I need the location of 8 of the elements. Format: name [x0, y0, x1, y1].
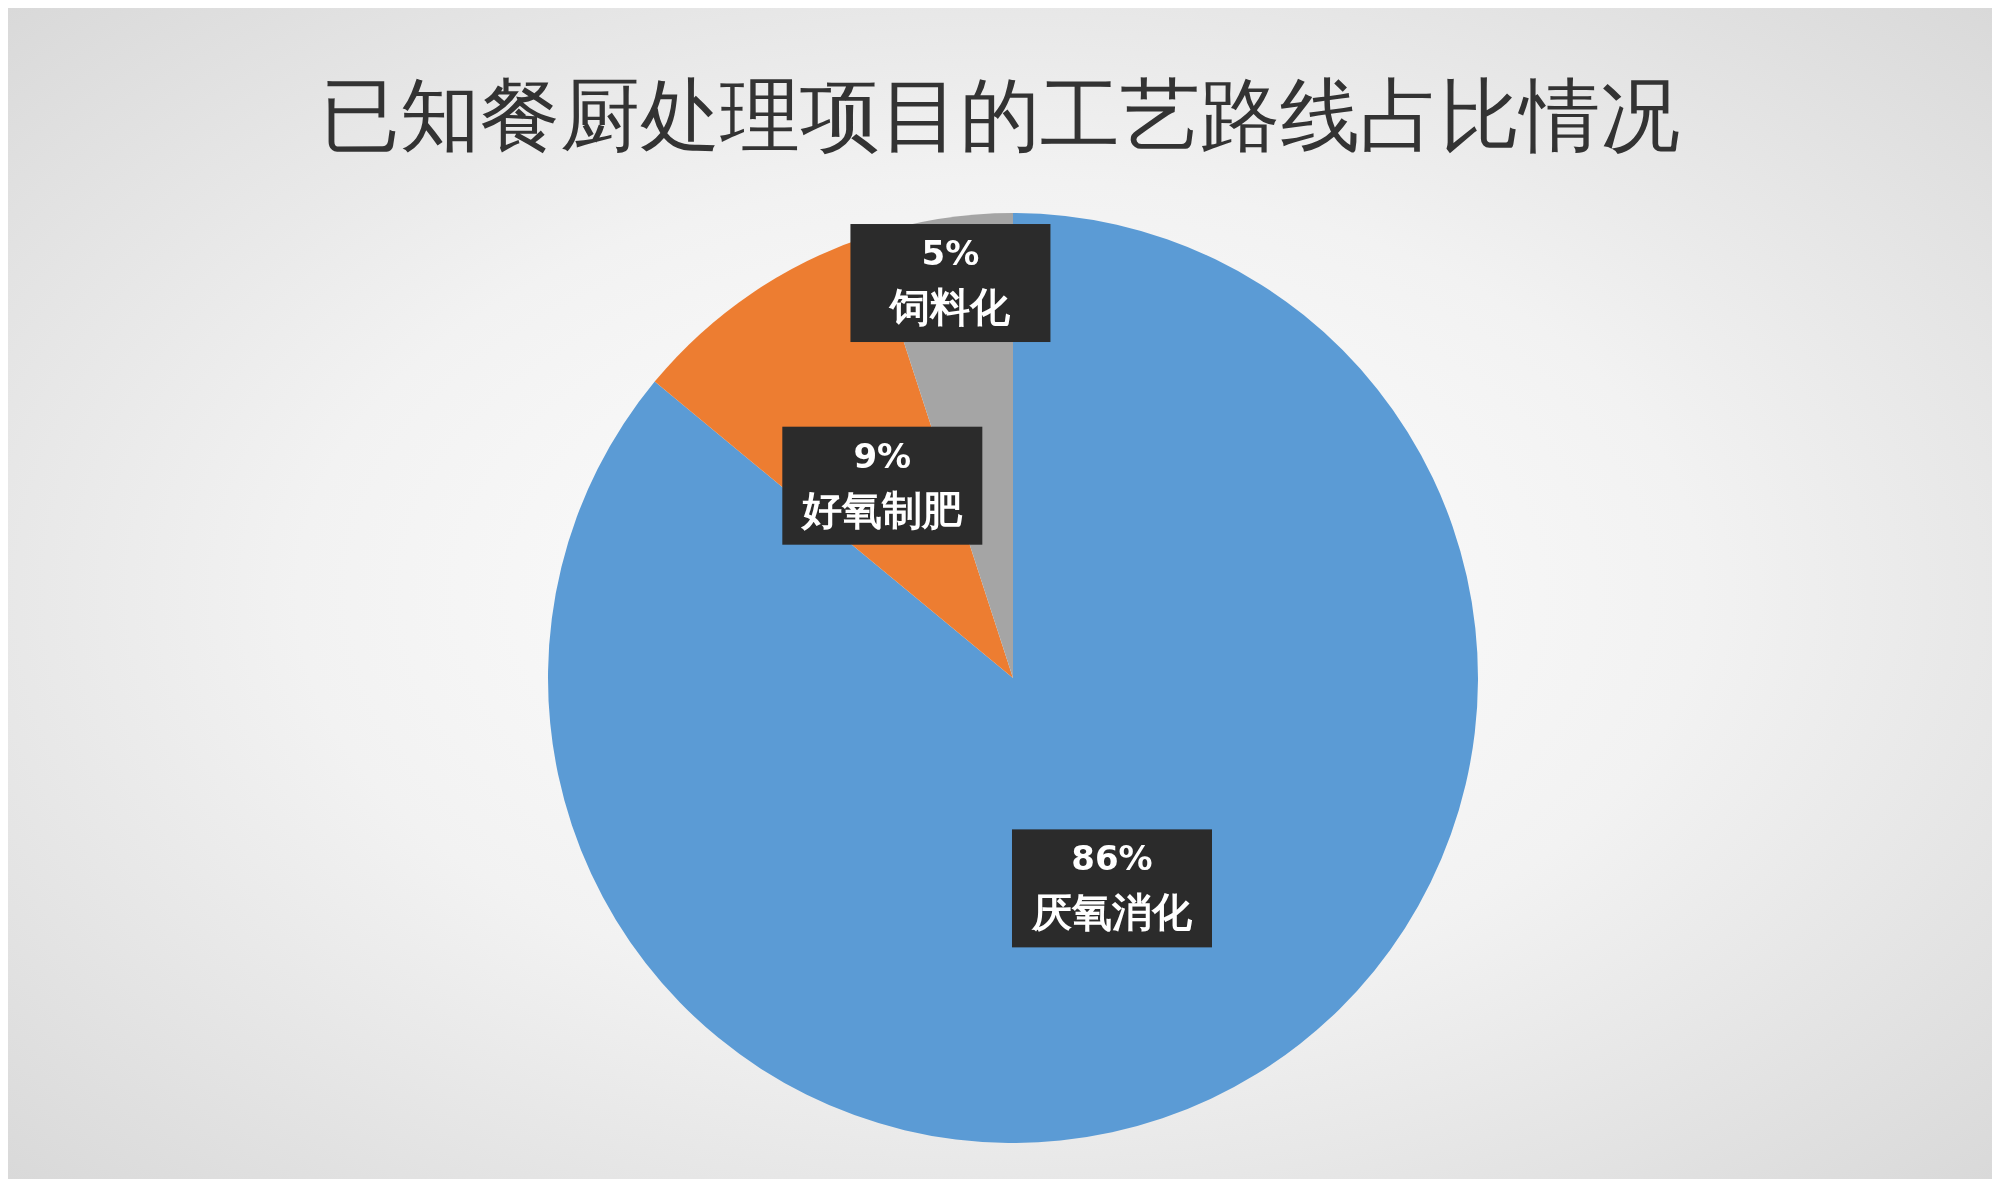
data-label: 9% [853, 435, 912, 476]
slice-label: 好氧制肥 [800, 485, 964, 533]
chart-title: 已知餐厨处理项目的工艺路线占比情况 [319, 68, 1681, 164]
data-label: 5% [921, 233, 980, 274]
slice-label: 饲料化 [888, 283, 1012, 331]
data-label: 86% [1071, 838, 1153, 879]
pie-slice [548, 213, 1478, 1143]
slice-label: 厌氧消化 [1030, 888, 1193, 936]
